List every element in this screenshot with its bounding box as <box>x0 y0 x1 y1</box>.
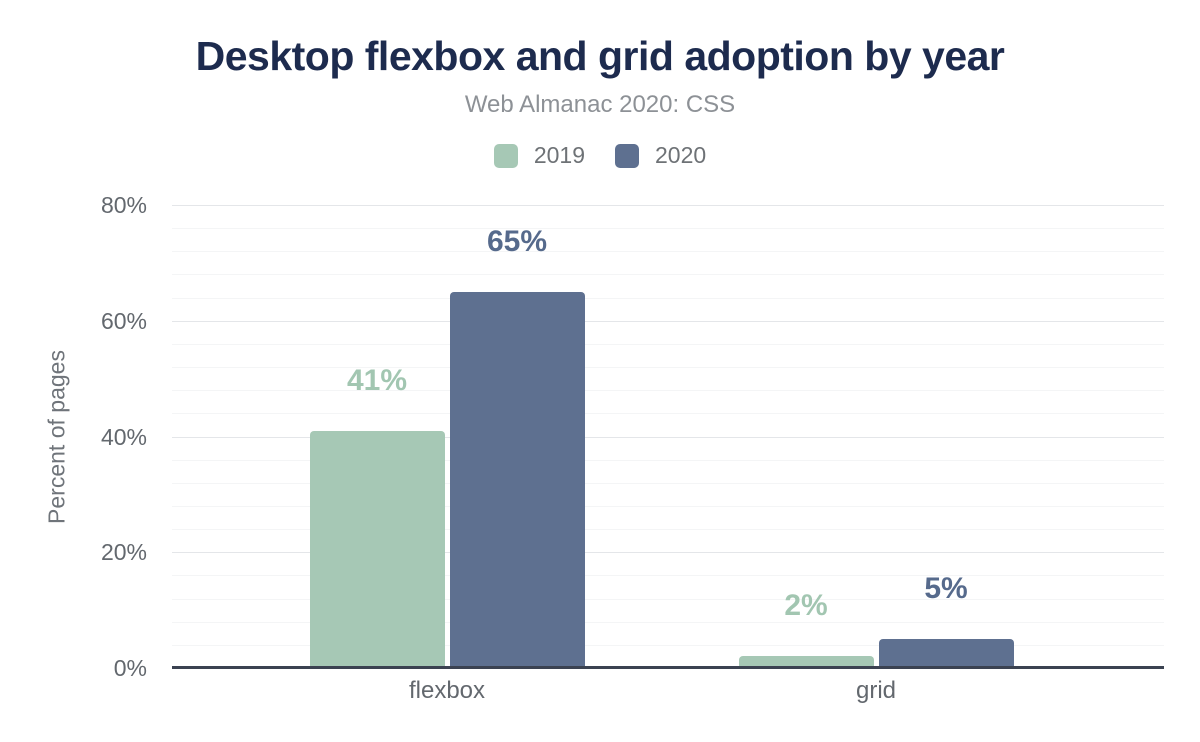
gridline-36 <box>172 459 1164 461</box>
gridline-40 <box>172 436 1164 438</box>
gridline-12 <box>172 598 1164 600</box>
bar-flexbox-2020 <box>449 291 585 668</box>
bar-value-label-flexbox-2019: 41% <box>346 363 408 397</box>
x-tick-label-flexbox: flexbox <box>408 677 486 704</box>
chart-subtitle: Web Almanac 2020: CSS <box>464 91 736 118</box>
gridline-72 <box>172 251 1164 253</box>
y-tick-label-40: 40% <box>100 423 147 450</box>
gridline-28 <box>172 505 1164 507</box>
chart-title: Desktop flexbox and grid adoption by yea… <box>195 33 1005 79</box>
legend-item-2020: 2020 <box>615 142 706 169</box>
gridline-64 <box>172 297 1164 299</box>
x-axis-line <box>172 666 1164 669</box>
bar-grid-2019 <box>738 656 874 668</box>
legend-label-2019: 2019 <box>533 142 585 168</box>
gridline-56 <box>172 343 1164 345</box>
y-tick-label-20: 20% <box>100 539 147 566</box>
gridline-8 <box>172 621 1164 623</box>
gridline-20 <box>172 552 1164 554</box>
legend-item-2019: 2019 <box>493 142 585 169</box>
gridline-44 <box>172 413 1164 415</box>
gridline-76 <box>172 228 1164 230</box>
bar-flexbox-2019 <box>309 430 445 668</box>
gridline-80 <box>172 205 1164 206</box>
bar-grid-2020 <box>878 639 1014 668</box>
gridline-60 <box>172 320 1164 322</box>
gridline-52 <box>172 367 1164 369</box>
gridline-16 <box>172 575 1164 577</box>
legend-label-2020: 2020 <box>655 142 707 168</box>
x-tick-label-grid: grid <box>855 677 897 704</box>
plot-area: 41% 65% 2% 5% <box>172 205 1164 669</box>
bar-value-label-grid-2019: 2% <box>784 589 828 623</box>
gridline-48 <box>172 390 1164 392</box>
y-tick-label-60: 60% <box>100 307 147 334</box>
gridline-4 <box>172 644 1164 646</box>
legend: 2019 2020 <box>0 142 1200 169</box>
y-tick-label-80: 80% <box>100 192 147 218</box>
legend-swatch-2019 <box>493 143 518 168</box>
gridline-24 <box>172 529 1164 531</box>
bar-value-label-flexbox-2020: 65% <box>486 224 548 258</box>
bar-value-label-grid-2020: 5% <box>924 572 968 606</box>
gridline-32 <box>172 482 1164 484</box>
legend-swatch-2020 <box>615 143 639 168</box>
y-tick-label-0: 0% <box>113 655 147 681</box>
gridline-68 <box>172 274 1164 276</box>
